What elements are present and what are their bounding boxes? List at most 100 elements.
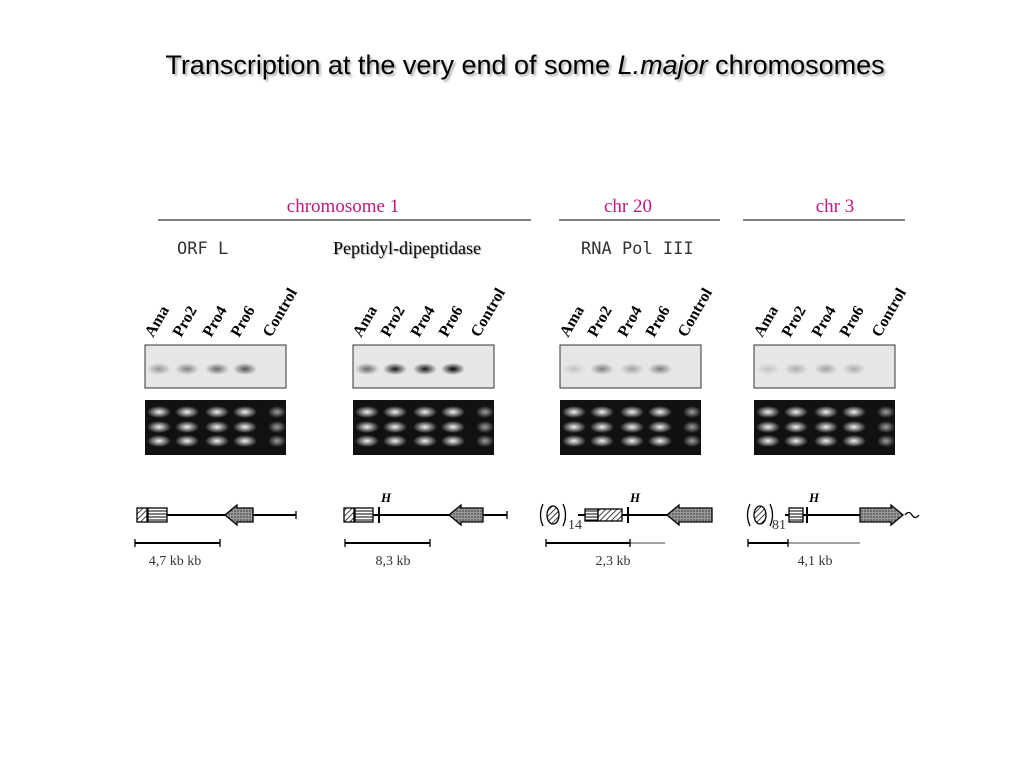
rrna-band [413, 421, 437, 433]
rrna-band [175, 421, 199, 433]
map-shape [147, 507, 168, 523]
blot-band [784, 363, 808, 375]
rrna-band [562, 406, 586, 418]
group-label: chr 3 [816, 196, 855, 217]
rrna-band [476, 435, 494, 447]
site-label: H [629, 490, 641, 505]
lane-label: Control [468, 285, 510, 340]
rrna-band [175, 435, 199, 447]
rrna-band [441, 435, 465, 447]
site-label: H [380, 490, 392, 505]
rrna-band [147, 421, 171, 433]
site-label: H [808, 490, 820, 505]
rrna-band [147, 406, 171, 418]
blot-band [620, 363, 644, 375]
rrna-band [814, 406, 838, 418]
rrna-band [814, 435, 838, 447]
rrna-band [648, 406, 672, 418]
lane-label: Control [675, 285, 717, 340]
lane-label: Ama [751, 303, 782, 340]
rrna-band [590, 406, 614, 418]
rrna-band [175, 406, 199, 418]
rrna-band [784, 406, 808, 418]
map-shape [584, 508, 599, 522]
map-shape [753, 505, 767, 525]
rrna-band [233, 421, 257, 433]
lane-label: Pro2 [779, 303, 810, 340]
rrna-band [620, 421, 644, 433]
rrna-band [620, 435, 644, 447]
map-shape [539, 503, 567, 527]
rrna-band [205, 406, 229, 418]
rrna-band [268, 406, 286, 418]
rrna-band [205, 435, 229, 447]
blot-band [648, 363, 672, 375]
rrna-band [620, 406, 644, 418]
rrna-band [877, 435, 895, 447]
map-shape [597, 508, 623, 522]
rrna-band [784, 435, 808, 447]
map-shape [447, 503, 484, 527]
lane-label: Control [260, 285, 302, 340]
rrna-band [413, 406, 437, 418]
rrna-band [784, 421, 808, 433]
blot-band [441, 363, 465, 375]
rrna-band [355, 435, 379, 447]
gene-label: Peptidyl-dipeptidase [333, 238, 481, 258]
lane-label: Pro6 [643, 303, 674, 340]
blot-band [205, 363, 229, 375]
blot-band [233, 363, 257, 375]
lane-label: Ama [350, 303, 381, 340]
rrna-band [147, 435, 171, 447]
rrna-band [268, 421, 286, 433]
lane-label: Ama [557, 303, 588, 340]
rrna-band [233, 406, 257, 418]
scale-label: 8,3 kb [376, 554, 411, 569]
blot-band [355, 363, 379, 375]
rrna-band [383, 406, 407, 418]
scale-label: 2,3 kb [596, 554, 631, 569]
rrna-band [756, 421, 780, 433]
rrna-band [233, 435, 257, 447]
map-shape [859, 503, 905, 527]
map-shape [343, 507, 355, 523]
scale-label: 4,7 kb kb [149, 554, 202, 569]
rrna-band [590, 435, 614, 447]
blot-band [814, 363, 838, 375]
map-shape [746, 503, 774, 527]
repeat-count: 81 [772, 518, 786, 533]
blot-band [590, 363, 614, 375]
title-text: chromosomes [715, 50, 885, 80]
lane-label: Pro6 [436, 303, 467, 340]
lane-label: Control [869, 285, 911, 340]
rrna-band [590, 421, 614, 433]
rrna-band [413, 435, 437, 447]
lane-label: Pro6 [837, 303, 868, 340]
title-species: L.major [617, 50, 708, 80]
rrna-band [842, 406, 866, 418]
rrna-band [476, 421, 494, 433]
map-shape [546, 505, 560, 525]
rrna-band [877, 421, 895, 433]
rrna-band [268, 435, 286, 447]
lane-label: Pro4 [408, 303, 439, 340]
gene-label: RNA Pol III [581, 239, 694, 259]
lane-label: Pro6 [228, 303, 259, 340]
rrna-band [842, 421, 866, 433]
rrna-band [355, 421, 379, 433]
repeat-count: 14 [568, 518, 582, 533]
rrna-band [683, 421, 701, 433]
rrna-band [842, 435, 866, 447]
rrna-band [205, 421, 229, 433]
blot-band [842, 363, 866, 375]
rrna-band [648, 435, 672, 447]
blot-band [383, 363, 407, 375]
lane-label: Pro2 [170, 303, 201, 340]
lane-label: Pro4 [615, 303, 646, 340]
group-label: chromosome 1 [287, 196, 399, 217]
lane-label: Pro2 [378, 303, 409, 340]
rrna-band [562, 421, 586, 433]
rrna-band [648, 421, 672, 433]
rrna-band [756, 435, 780, 447]
